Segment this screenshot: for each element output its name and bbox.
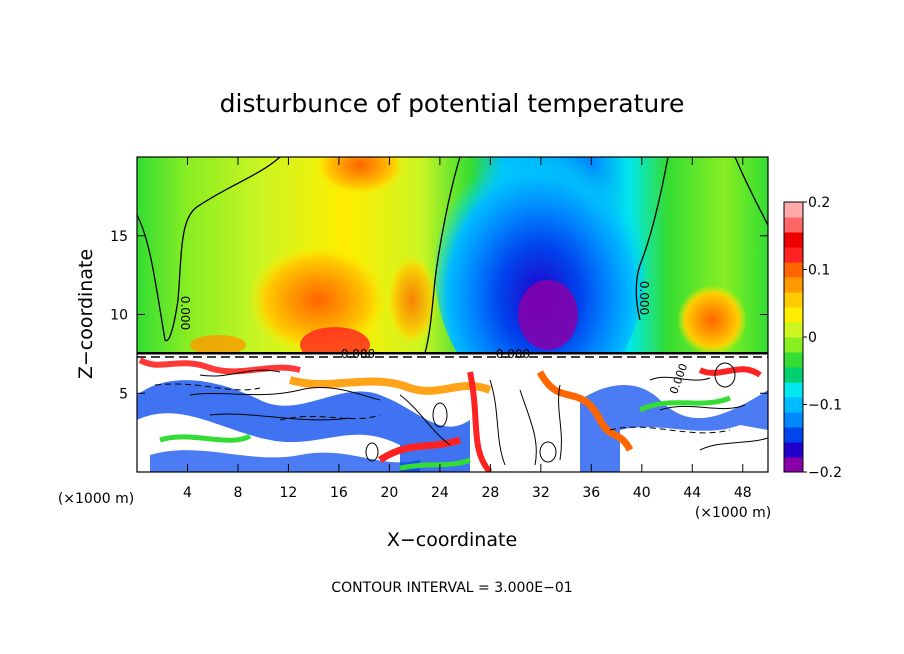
- cold-core: [435, 157, 645, 405]
- neutral-band: [620, 425, 768, 472]
- contour-label: 0.000: [496, 347, 530, 361]
- colorbar-segment: [784, 202, 803, 218]
- colorbar-segment: [784, 397, 803, 413]
- contour-line: [137, 157, 281, 342]
- green-band: [638, 395, 731, 413]
- warm-band: [698, 366, 762, 378]
- interface-line: [137, 352, 768, 355]
- cold-band: [150, 450, 420, 472]
- contour-label: 0.000: [178, 296, 192, 330]
- y-axis: 5 10 15: [110, 229, 768, 402]
- warm-patch: [248, 245, 388, 355]
- contour-loop: [432, 402, 448, 428]
- colorbar-segment: [784, 427, 803, 443]
- x-tick-label: 4: [183, 485, 192, 501]
- warm-band: [536, 370, 634, 452]
- colorbar-segment: [784, 262, 803, 278]
- colorbar-segment: [784, 337, 803, 353]
- colorbar-segment: [784, 322, 803, 338]
- warm-band: [288, 376, 492, 395]
- x-axis: 4 8 12 16 20 24 28 32 36 40 44 48: [183, 157, 752, 501]
- colorbar-tick-label: −0.1: [808, 398, 842, 414]
- y-axis-label: Z−coordinate: [75, 249, 97, 379]
- x-tick-label: 48: [734, 485, 752, 501]
- green-band: [399, 457, 471, 471]
- y-tick-label: 15: [110, 229, 128, 245]
- green-band: [159, 433, 252, 443]
- contour-dashed: [609, 426, 731, 434]
- x-tick-label: 44: [683, 485, 701, 501]
- x-tick-label: 24: [431, 485, 449, 501]
- contour-loop: [539, 441, 557, 463]
- colorbar-tick-label: 0: [808, 330, 817, 346]
- warm-band: [138, 357, 301, 375]
- colorbar-segment: [784, 292, 803, 308]
- warm-patch: [315, 157, 405, 195]
- x-tick-label: 20: [380, 485, 398, 501]
- colorbar-axis: 0.2 0.1 0 −0.1 −0.2: [803, 195, 842, 481]
- warm-band: [378, 436, 462, 463]
- contour-label: 0.000: [637, 281, 651, 315]
- colorbar-segment: [784, 307, 803, 323]
- colorbar-segment: [784, 457, 803, 473]
- y-tick-label: 5: [119, 386, 128, 402]
- warm-patch: [677, 285, 747, 355]
- colorbar-tick-label: −0.2: [808, 465, 842, 481]
- colorbar-segment: [784, 247, 803, 263]
- y-tick-label: 10: [110, 308, 128, 324]
- x-tick-label: 40: [633, 485, 651, 501]
- contour-loop: [714, 362, 736, 388]
- x-tick-label: 36: [582, 485, 600, 501]
- colorbar-tick-label: 0.2: [808, 195, 830, 211]
- contour-line: [189, 369, 768, 466]
- x-tick-label: 32: [532, 485, 550, 501]
- warm-band: [467, 371, 493, 472]
- contour-line: [424, 157, 461, 354]
- colorbar-segment: [784, 232, 803, 248]
- contour-dashed: [279, 414, 381, 421]
- contour-interval-note: CONTOUR INTERVAL = 3.000E−01: [331, 580, 572, 596]
- x-unit-left: (×1000 m): [58, 491, 134, 507]
- chart-title: disturbunce of potential temperature: [220, 89, 685, 118]
- colorbar-tick-label: 0.1: [808, 263, 830, 279]
- warm-patch: [387, 255, 437, 345]
- plot-area: [137, 157, 768, 472]
- colorbar-segment: [784, 277, 803, 293]
- colorbar-segment: [784, 382, 803, 398]
- cold-core-center: [518, 280, 578, 350]
- x-tick-label: 16: [330, 485, 348, 501]
- warm-patch: [190, 335, 246, 355]
- colorbar: [784, 202, 803, 473]
- colorbar-segment: [784, 217, 803, 233]
- contour-loop: [365, 442, 379, 462]
- colorbar-segment: [784, 352, 803, 368]
- x-axis-label: X−coordinate: [387, 529, 517, 551]
- contour-dashed: [154, 383, 261, 391]
- colorbar-segment: [784, 412, 803, 428]
- x-tick-label: 8: [233, 485, 242, 501]
- colorbar-segment: [784, 367, 803, 383]
- x-tick-label: 28: [481, 485, 499, 501]
- contour-label: 0.000: [341, 347, 375, 361]
- x-unit-right: (×1000 m): [695, 505, 771, 521]
- contour-line: [635, 157, 669, 321]
- colorbar-segment: [784, 442, 803, 458]
- x-tick-label: 12: [280, 485, 298, 501]
- contour-line: [734, 157, 768, 226]
